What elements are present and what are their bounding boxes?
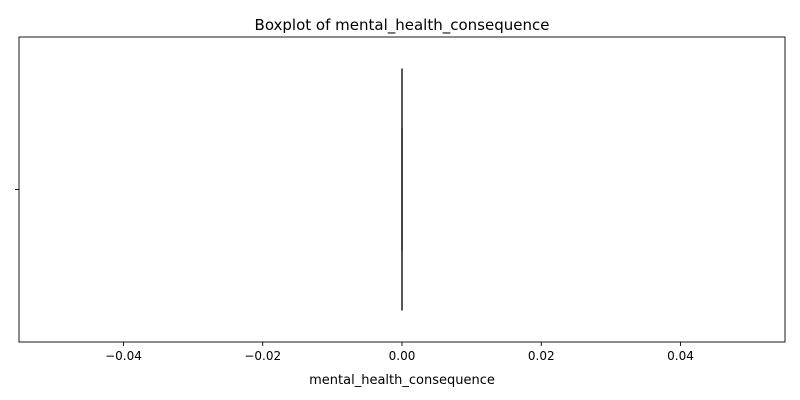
x-tick-label: −0.04 bbox=[105, 349, 142, 363]
x-tick-label: 0.02 bbox=[528, 349, 555, 363]
x-tick-label: 0.04 bbox=[667, 349, 694, 363]
x-tick-label: 0.00 bbox=[389, 349, 416, 363]
x-tick-label: −0.02 bbox=[244, 349, 281, 363]
x-axis-ticks: −0.04 −0.02 0.00 0.02 0.04 bbox=[105, 342, 694, 363]
chart-title: Boxplot of mental_health_consequence bbox=[255, 16, 550, 35]
x-axis-label: mental_health_consequence bbox=[309, 373, 495, 388]
